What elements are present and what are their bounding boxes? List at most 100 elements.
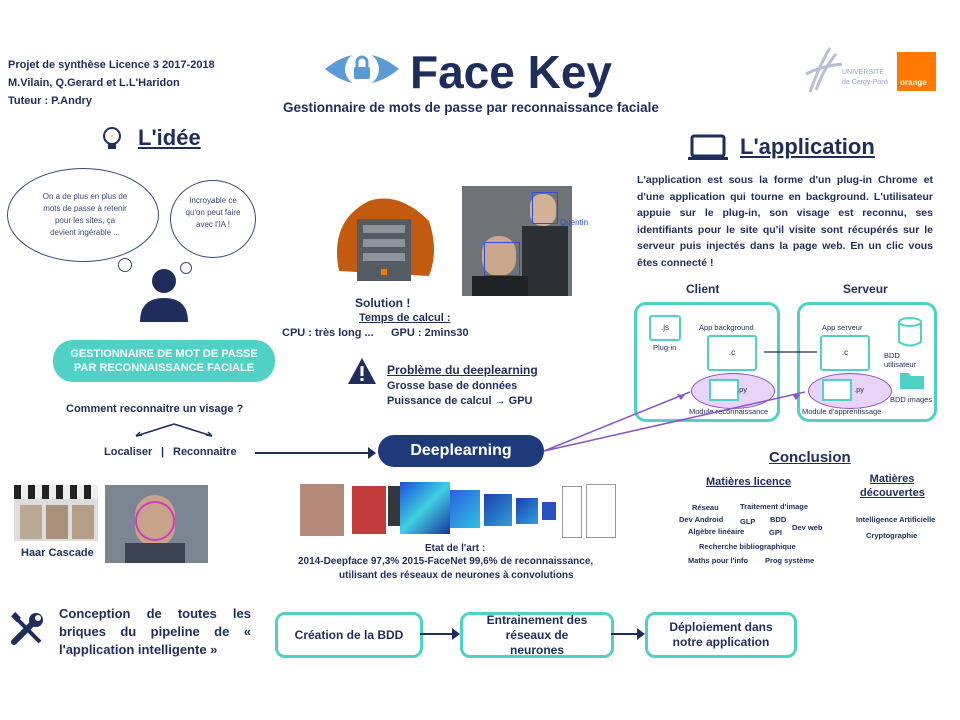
pipeline-step-2: Entrainement des réseaux de neurones (460, 612, 614, 658)
probleme-title: Problème du deeplearning (387, 363, 538, 377)
thought-cloud-2: Incroyable ce qu'on peut faire avec l'IA… (170, 180, 256, 258)
haar-label: Haar Cascade (21, 547, 94, 559)
pipeline-arrow-head (452, 628, 460, 640)
decouverte-item: Cryptographie (866, 531, 918, 540)
licence-item: Réseau (692, 503, 719, 512)
serveur-box: App serveur .c BDD utilisateur .py BDD i… (797, 302, 937, 422)
network-icon (709, 379, 739, 401)
tutor-line: Tuteur : P.Andry (8, 95, 92, 107)
app-serveur-label: App serveur (822, 323, 863, 332)
warning-icon (347, 357, 377, 385)
database-icon (898, 317, 922, 347)
reconnaitre-label: Reconnaitre (173, 446, 237, 458)
laptop-icon (688, 134, 728, 162)
cpu-line: CPU : très long ... (282, 327, 374, 339)
licence-item: Dev Android (679, 515, 724, 524)
conclusion-title: Conclusion (769, 449, 851, 466)
licence-item: GLP (740, 517, 756, 526)
thought-cloud-1: On a de plus en plus de mots de passe à … (7, 168, 159, 262)
orange-logo: orange (897, 52, 936, 91)
pipeline-step-1: Création de la BDD (275, 612, 423, 658)
js-box: .js (649, 315, 681, 341)
licence-item: Maths pour l'info (688, 556, 749, 565)
deeplearning-label: Deeplearning (410, 442, 512, 459)
app-title: Face Key (410, 46, 613, 98)
face-detection-photo (105, 485, 208, 563)
pipeline-step-3: Déploiement dans notre application (645, 612, 797, 658)
js-label: .js (661, 323, 669, 332)
pipeline-step-label: Création de la BDD (294, 628, 404, 642)
application-description: L'application est sous la forme d'un plu… (637, 174, 933, 269)
probleme-line-1: Grosse base de données (387, 380, 518, 392)
pipeline-arrow (420, 633, 454, 635)
licence-item: Algèbre linéaire (688, 527, 745, 536)
bdd-images-label: BDD images (890, 395, 933, 404)
etat-title: Etat de l'art : (425, 543, 486, 554)
idee-title: L'idée (138, 125, 201, 150)
deeplearning-pill: Deeplearning (378, 435, 544, 467)
authors-line: M.Vilain, Q.Gerard et L.L'Haridon (8, 77, 180, 89)
question-text: Comment reconnaitre un visage ? (66, 403, 244, 415)
pipeline-description: Conception de toutes les briques du pipe… (59, 606, 251, 657)
licence-title: Matières licence (706, 476, 791, 488)
py-label-client: .py (737, 385, 748, 394)
cloud-bubble (118, 258, 132, 272)
face-recognition-photo: Quentin (462, 186, 588, 296)
probleme-line-2: Puissance de calcul → GPU (387, 395, 533, 407)
serveur-title: Serveur (843, 282, 888, 296)
arrow-to-deeplearning (255, 452, 373, 454)
gpu-line: GPU : 2mins30 (391, 327, 469, 339)
solution-title: Solution ! (355, 296, 411, 310)
project-info: Projet de synthèse Licence 3 2017-2018 M… (8, 56, 215, 110)
cnn-architecture-image (300, 480, 622, 538)
pipeline-arrow-head (637, 628, 645, 640)
licence-item: Traitement d'image (740, 502, 809, 511)
cloud-1-text: On a de plus en plus de mots de passe à … (42, 192, 128, 237)
etat-line-2: utilisant des réseaux de neurones à conv… (339, 570, 574, 581)
pipeline-step-label: Entrainement des réseaux de neurones (486, 612, 588, 657)
module-reco-label: Module reconnaissance (689, 407, 769, 416)
concept-pill: GESTIONNAIRE DE MOT DE PASSE PAR RECONNA… (53, 340, 275, 382)
decouverte-item: Intelligence Artificielle (856, 515, 936, 524)
licence-item: Recherche bibliographique (699, 542, 796, 551)
folder-icon (900, 371, 924, 389)
tools-icon (10, 612, 46, 648)
py-label-serveur: .py (854, 385, 865, 394)
arrow-head (368, 447, 376, 459)
eye-lock-icon (323, 45, 401, 93)
c-label-client: .c (728, 348, 736, 357)
c-box-serveur: .c (820, 335, 870, 371)
licence-item: GPI (769, 528, 782, 537)
module-app-label: Module d'apprentissage (802, 407, 882, 416)
application-title: L'application (740, 134, 875, 159)
cloud-bubble (180, 262, 192, 274)
c-box-client: .c (707, 335, 757, 371)
haar-features-image (14, 485, 98, 541)
svg-text:de Cergy-Pontoise: de Cergy-Pontoise (842, 79, 888, 86)
photo-name-label: Quentin (560, 218, 589, 227)
pipeline-arrow (611, 633, 639, 635)
svg-text:UNIVERSITÉ: UNIVERSITÉ (842, 67, 884, 76)
app-subtitle: Gestionnaire de mots de passe par reconn… (283, 100, 659, 115)
client-box: .js Plug-in App background .c .py Module… (634, 302, 780, 422)
split-arrows (135, 423, 213, 437)
app-background-label: App background (699, 323, 754, 332)
plugin-label: Plug-in (653, 343, 677, 352)
project-line: Projet de synthèse Licence 3 2017-2018 (8, 59, 215, 71)
network-icon (822, 379, 852, 401)
university-logo: UNIVERSITÉ de Cergy-Pontoise (802, 44, 888, 96)
temps-title: Temps de calcul : (359, 312, 451, 324)
bdd-user-label: BDD utilisateur (884, 351, 917, 369)
person-icon (138, 268, 190, 322)
licence-item: Dev web (792, 523, 823, 532)
licence-item: Prog système (765, 556, 815, 565)
localiser-label: Localiser (104, 446, 153, 458)
cloud-2-text: Incroyable ce qu'on peut faire avec l'IA… (185, 196, 241, 229)
pipeline-step-label: Déploiement dans notre application (669, 620, 773, 649)
decouvertes-title: Matières découvertes (860, 473, 925, 499)
etat-line-1: 2014-Deepface 97,3% 2015-FaceNet 99,6% d… (298, 556, 594, 567)
client-title: Client (686, 282, 720, 296)
concept-pill-label: GESTIONNAIRE DE MOT DE PASSE PAR RECONNA… (70, 348, 258, 374)
gpu-server-image (329, 181, 439, 291)
